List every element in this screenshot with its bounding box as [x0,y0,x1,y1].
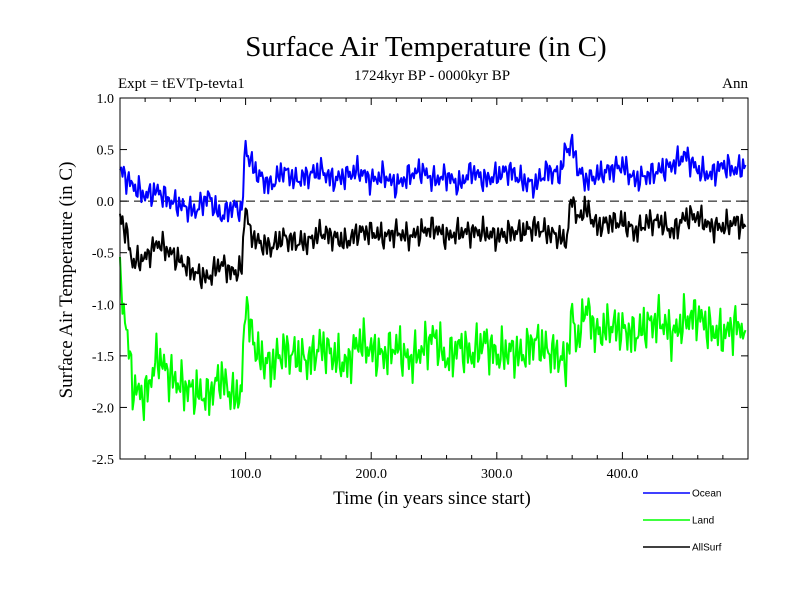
y-tick-label: -1.0 [92,298,114,313]
season-label: Ann [722,76,748,92]
legend: Ocean Land AllSurf [643,489,722,554]
y-tick-label: -2.5 [92,453,114,468]
x-tick-label: 300.0 [481,467,513,482]
legend-label-ocean: Ocean [692,489,721,500]
y-tick-label: -2.0 [92,401,114,416]
x-tick-label: 200.0 [355,467,387,482]
plot-frame [119,97,749,460]
y-tick-label: 0.5 [97,144,115,159]
y-axis-label: Surface Air Temperature (in C) [56,162,77,399]
series-line-allsurf [119,195,747,290]
axes: -2.5 -2.0 -1.5 -1.0 -0.5 0.0 0.5 1.0 100.0 200.0 3… [92,92,748,482]
series-line-land [119,256,747,422]
legend-label-land: Land [692,516,714,527]
x-axis-label: Time (in years since start) [333,488,531,509]
y-tick-label: 1.0 [97,92,115,107]
series-line-ocean [119,133,747,223]
y-tick-label: -0.5 [92,247,114,262]
chart-title: Surface Air Temperature (in C) [245,31,606,63]
experiment-label: Expt = tEVTp-tevta1 [118,76,245,92]
plot-area [119,133,748,422]
x-tick-label: 400.0 [607,467,639,482]
chart-subtitle: 1724kyr BP - 0000kyr BP [354,68,510,84]
legend-label-allsurf: AllSurf [692,543,722,554]
y-tick-label: 0.0 [97,195,115,210]
y-tick-label: -1.5 [92,350,114,365]
x-tick-label: 100.0 [230,467,262,482]
